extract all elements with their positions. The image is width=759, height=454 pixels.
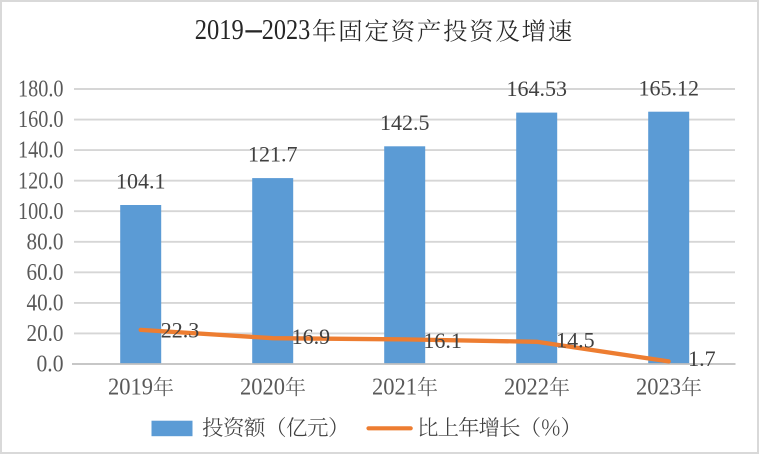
- svg-text:2021: 2021: [372, 375, 417, 401]
- svg-text:2023: 2023: [262, 15, 311, 46]
- svg-text:1.7: 1.7: [688, 346, 716, 371]
- svg-text:164.53: 164.53: [506, 76, 567, 101]
- svg-text:14.5: 14.5: [556, 328, 595, 353]
- svg-text:100.0: 100.0: [18, 199, 64, 225]
- svg-text:2019: 2019: [108, 375, 153, 401]
- svg-text:120.0: 120.0: [18, 168, 64, 194]
- svg-text:2023: 2023: [636, 375, 681, 401]
- svg-text:2022: 2022: [504, 375, 549, 401]
- svg-text:140.0: 140.0: [18, 138, 64, 164]
- svg-text:16.9: 16.9: [292, 324, 331, 349]
- svg-text:104.1: 104.1: [116, 169, 166, 194]
- svg-text:20.0: 20.0: [27, 321, 64, 347]
- svg-text:22.3: 22.3: [161, 318, 200, 343]
- svg-text:121.7: 121.7: [248, 142, 298, 167]
- svg-text:142.5: 142.5: [380, 110, 430, 135]
- svg-text:2019: 2019: [195, 15, 244, 46]
- svg-text:160.0: 160.0: [18, 107, 64, 133]
- svg-text:16.1: 16.1: [423, 328, 462, 353]
- svg-text:0.0: 0.0: [37, 352, 64, 378]
- svg-text:40.0: 40.0: [27, 291, 64, 317]
- svg-text:165.12: 165.12: [638, 75, 699, 100]
- svg-text:2020: 2020: [240, 375, 285, 401]
- svg-text:80.0: 80.0: [27, 229, 64, 255]
- svg-text:60.0: 60.0: [27, 260, 64, 286]
- svg-text:180.0: 180.0: [18, 77, 64, 103]
